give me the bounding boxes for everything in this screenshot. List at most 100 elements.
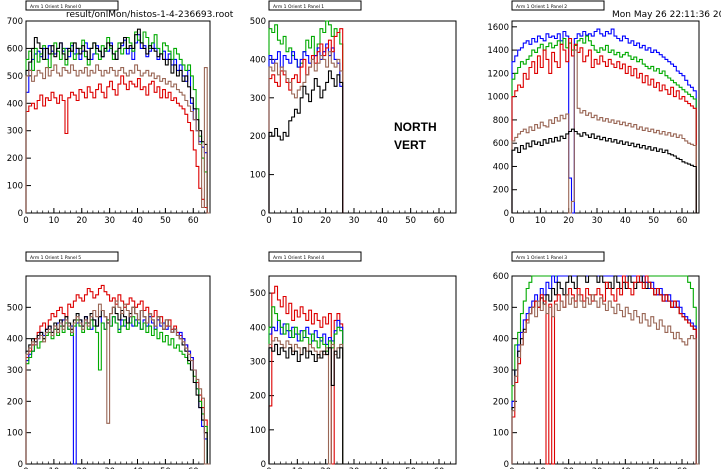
histogram-panel-1: Arm 1 Orient 1 Panel 1 0 10 20 30 40 50 60 0 100 2… (250, 0, 457, 226)
y-tick-label: 400 (250, 323, 266, 333)
series-3-line (511, 275, 699, 465)
panel-title: Arm 1 Orient 1 Panel 0 (30, 4, 81, 10)
y-tick-label: 400 (250, 55, 266, 65)
panel-title-box (268, 0, 362, 11)
series-2-line (25, 28, 210, 214)
x-tick-label: 20 (563, 216, 574, 226)
y-tick-label: 300 (493, 366, 509, 376)
y-tick-label: 400 (493, 335, 509, 345)
y-tick-label: 800 (493, 116, 509, 126)
y-tick-label: 1600 (487, 23, 509, 33)
x-tick-label: 60 (677, 467, 688, 469)
histogram-panel-4: Arm 1 Orient 1 Panel 4 0 10 20 30 40 50 60 0 100 2… (250, 251, 457, 469)
x-tick-label: 20 (76, 467, 87, 469)
x-tick-label: 20 (320, 467, 331, 469)
histogram-panel-3: Arm 1 Orient 1 Panel 5 0 10 20 30 40 50 60 0 100 2… (7, 251, 211, 469)
x-tick-label: 30 (592, 216, 603, 226)
x-tick-label: 60 (188, 467, 199, 469)
y-tick-label: 300 (7, 366, 23, 376)
x-tick-label: 50 (648, 467, 659, 469)
y-tick-label: 0 (18, 460, 23, 469)
x-tick-label: 10 (292, 216, 303, 226)
panel-title-box (511, 0, 605, 11)
x-tick-label: 20 (320, 216, 331, 226)
series-4-line (25, 300, 210, 465)
date-label: Mon May 26 22:11:36 2007 (612, 10, 721, 20)
y-tick-label: 400 (7, 99, 23, 109)
x-tick-label: 40 (132, 216, 143, 226)
series-4-line (268, 343, 346, 465)
y-tick-label: 200 (7, 397, 23, 407)
x-tick-label: 20 (563, 467, 574, 469)
x-tick-label: 10 (48, 216, 59, 226)
y-tick-label: 300 (250, 357, 266, 367)
x-tick-label: 40 (377, 467, 388, 469)
y-tick-label: 600 (493, 272, 509, 282)
y-tick-label: 600 (7, 44, 23, 54)
y-tick-label: 1200 (487, 69, 509, 79)
file-path-label: result/onlMon/histos-1-4-236693.root (66, 10, 234, 20)
series-2-line (511, 37, 699, 214)
x-tick-label: 30 (592, 467, 603, 469)
x-tick-label: 50 (160, 467, 171, 469)
x-tick-label: 20 (76, 216, 87, 226)
north-label: NORTH (394, 120, 437, 134)
x-tick-label: 50 (405, 467, 416, 469)
y-tick-label: 700 (7, 17, 23, 27)
y-tick-label: 300 (7, 127, 23, 137)
series-4-line (268, 70, 346, 214)
panel-title: Arm 1 Orient 1 Panel 3 (516, 255, 567, 261)
x-tick-label: 40 (620, 467, 631, 469)
y-tick-label: 0 (261, 460, 266, 469)
y-tick-label: 0 (261, 209, 266, 219)
x-tick-label: 10 (48, 467, 59, 469)
x-tick-label: 0 (509, 467, 514, 469)
x-tick-label: 60 (434, 216, 445, 226)
x-tick-label: 10 (292, 467, 303, 469)
x-tick-label: 50 (160, 216, 171, 226)
y-tick-label: 400 (493, 162, 509, 172)
y-tick-label: 400 (7, 335, 23, 345)
x-tick-label: 60 (188, 216, 199, 226)
y-tick-label: 500 (250, 289, 266, 299)
y-tick-label: 100 (7, 182, 23, 192)
y-tick-label: 0 (504, 209, 509, 219)
x-tick-label: 30 (104, 467, 115, 469)
y-tick-label: 0 (18, 209, 23, 219)
x-tick-label: 0 (23, 216, 28, 226)
panel-title: Arm 1 Orient 1 Panel 2 (516, 4, 567, 10)
series-4-line (25, 64, 210, 214)
x-tick-label: 30 (349, 467, 360, 469)
y-tick-label: 200 (250, 392, 266, 402)
series-0-line (511, 28, 699, 214)
y-tick-label: 100 (493, 429, 509, 439)
panel-title-box (25, 0, 119, 11)
y-tick-label: 1000 (487, 93, 509, 103)
series-0-line (25, 284, 210, 465)
y-tick-label: 600 (493, 139, 509, 149)
series-0-line (268, 20, 346, 214)
x-tick-label: 10 (535, 216, 546, 226)
y-tick-label: 500 (250, 17, 266, 27)
series-4-line (511, 294, 699, 465)
histogram-panel-2: Arm 1 Orient 1 Panel 20 10 20 30 40 50 6002004… (487, 0, 700, 226)
x-tick-label: 40 (377, 216, 388, 226)
x-tick-label: 40 (132, 467, 143, 469)
x-tick-label: 0 (266, 467, 271, 469)
x-tick-label: 40 (620, 216, 631, 226)
y-tick-label: 1400 (487, 46, 509, 56)
y-tick-label: 300 (250, 94, 266, 104)
panel-title-box (268, 251, 362, 262)
plot-frame (268, 20, 457, 214)
y-tick-label: 500 (7, 303, 23, 313)
series-3-line (511, 49, 699, 214)
x-tick-label: 30 (104, 216, 115, 226)
panel-title: Arm 1 Orient 1 Panel 1 (273, 4, 324, 10)
panel-title: Arm 1 Orient 1 Panel 4 (273, 255, 324, 261)
plot-frame (268, 275, 457, 465)
x-tick-label: 60 (677, 216, 688, 226)
x-tick-label: 0 (266, 216, 271, 226)
series-3-line (268, 51, 346, 214)
y-tick-label: 200 (493, 186, 509, 196)
